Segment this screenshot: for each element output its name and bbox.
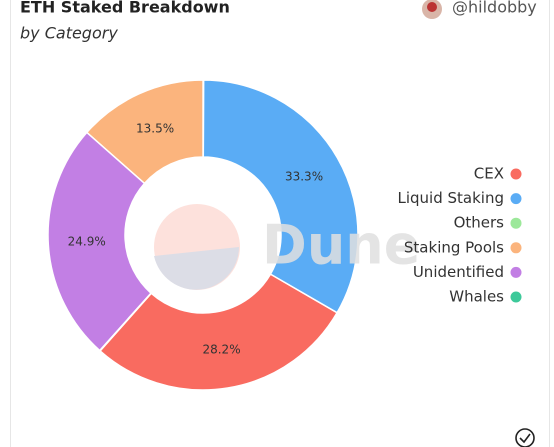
legend-swatch bbox=[510, 168, 522, 180]
slice-label: 33.3% bbox=[285, 169, 323, 183]
legend-swatch bbox=[510, 291, 522, 303]
legend-swatch bbox=[510, 266, 522, 278]
legend-label: Staking Pools bbox=[404, 238, 504, 256]
inner-pie-slice bbox=[154, 247, 239, 290]
watermark: Dune bbox=[262, 214, 420, 277]
chart-subtitle: by Category bbox=[20, 24, 118, 43]
check-icon bbox=[515, 428, 535, 447]
slice bbox=[202, 79, 359, 314]
slice-label: 13.5% bbox=[136, 121, 174, 135]
legend: CEX Liquid Staking Others Staking Pools Unid… bbox=[398, 165, 522, 306]
legend-label: Whales bbox=[449, 288, 504, 306]
slice-label: 28.2% bbox=[202, 343, 240, 357]
legend-label: Unidentified bbox=[413, 263, 504, 281]
slice bbox=[98, 292, 153, 352]
legend-swatch bbox=[510, 217, 522, 229]
legend-swatch bbox=[510, 193, 522, 205]
author: @hildobby bbox=[452, 0, 537, 17]
avatar-face bbox=[427, 2, 437, 12]
donut: 28.2% 33.3% 13.5% 24.9% bbox=[47, 79, 359, 391]
legend-label: CEX bbox=[474, 165, 504, 183]
slice-label: 24.9% bbox=[68, 234, 106, 248]
check-mark bbox=[519, 433, 531, 444]
chart-title: ETH Staked Breakdown bbox=[20, 0, 230, 17]
slice bbox=[47, 131, 153, 352]
legend-label: Others bbox=[454, 214, 505, 232]
legend-swatch bbox=[510, 242, 522, 254]
legend-label: Liquid Staking bbox=[398, 189, 505, 207]
slice bbox=[99, 273, 339, 391]
